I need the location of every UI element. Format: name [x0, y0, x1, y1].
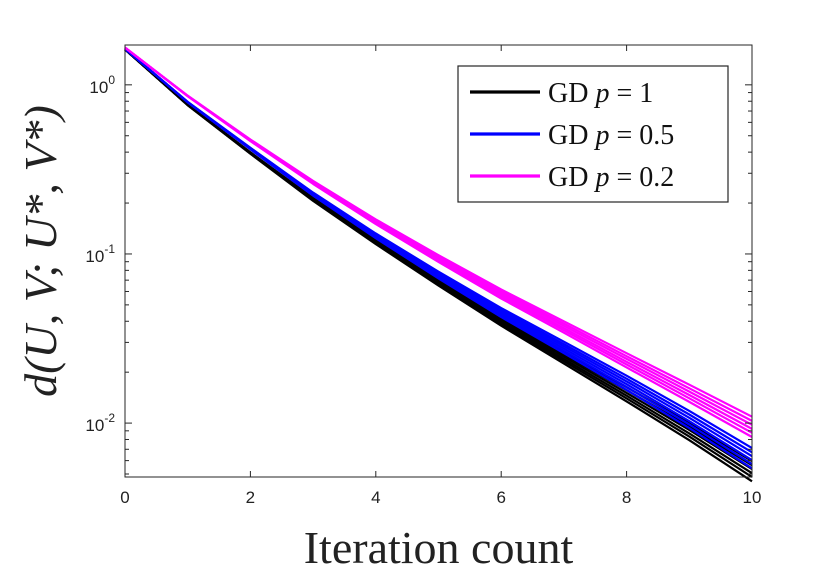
series-2	[124, 46, 753, 438]
y-axis-title: d(U, V; U*, V*)	[15, 105, 66, 397]
series-line-2-5	[124, 46, 753, 418]
x-tick-label: 4	[371, 488, 380, 507]
series-layer	[124, 46, 753, 483]
y-tick-label: 10-1	[85, 242, 115, 266]
legend: GD p = 1 GD p = 0.5 GD p = 0.2	[457, 65, 729, 203]
legend-label: GD p = 0.2	[548, 162, 674, 193]
y-tick-label: 10-2	[85, 411, 115, 435]
x-tick-label: 2	[246, 488, 255, 507]
series-line-1-5	[124, 48, 753, 450]
x-axis-title: Iteration count	[304, 522, 574, 573]
x-axis: 0 2 4 6 8 10	[120, 45, 761, 507]
x-tick-label: 8	[622, 488, 631, 507]
y-tick-label: 100	[89, 73, 115, 97]
x-tick-label: 10	[743, 488, 762, 507]
plot-frame	[124, 44, 753, 478]
x-tick-label: 6	[496, 488, 505, 507]
series-1	[124, 48, 753, 470]
x-tick-label: 0	[120, 488, 129, 507]
y-axis: 100 10-1 10-2	[85, 73, 752, 475]
legend-label: GD p = 0.5	[548, 120, 674, 151]
legend-label: GD p = 1	[548, 78, 653, 109]
